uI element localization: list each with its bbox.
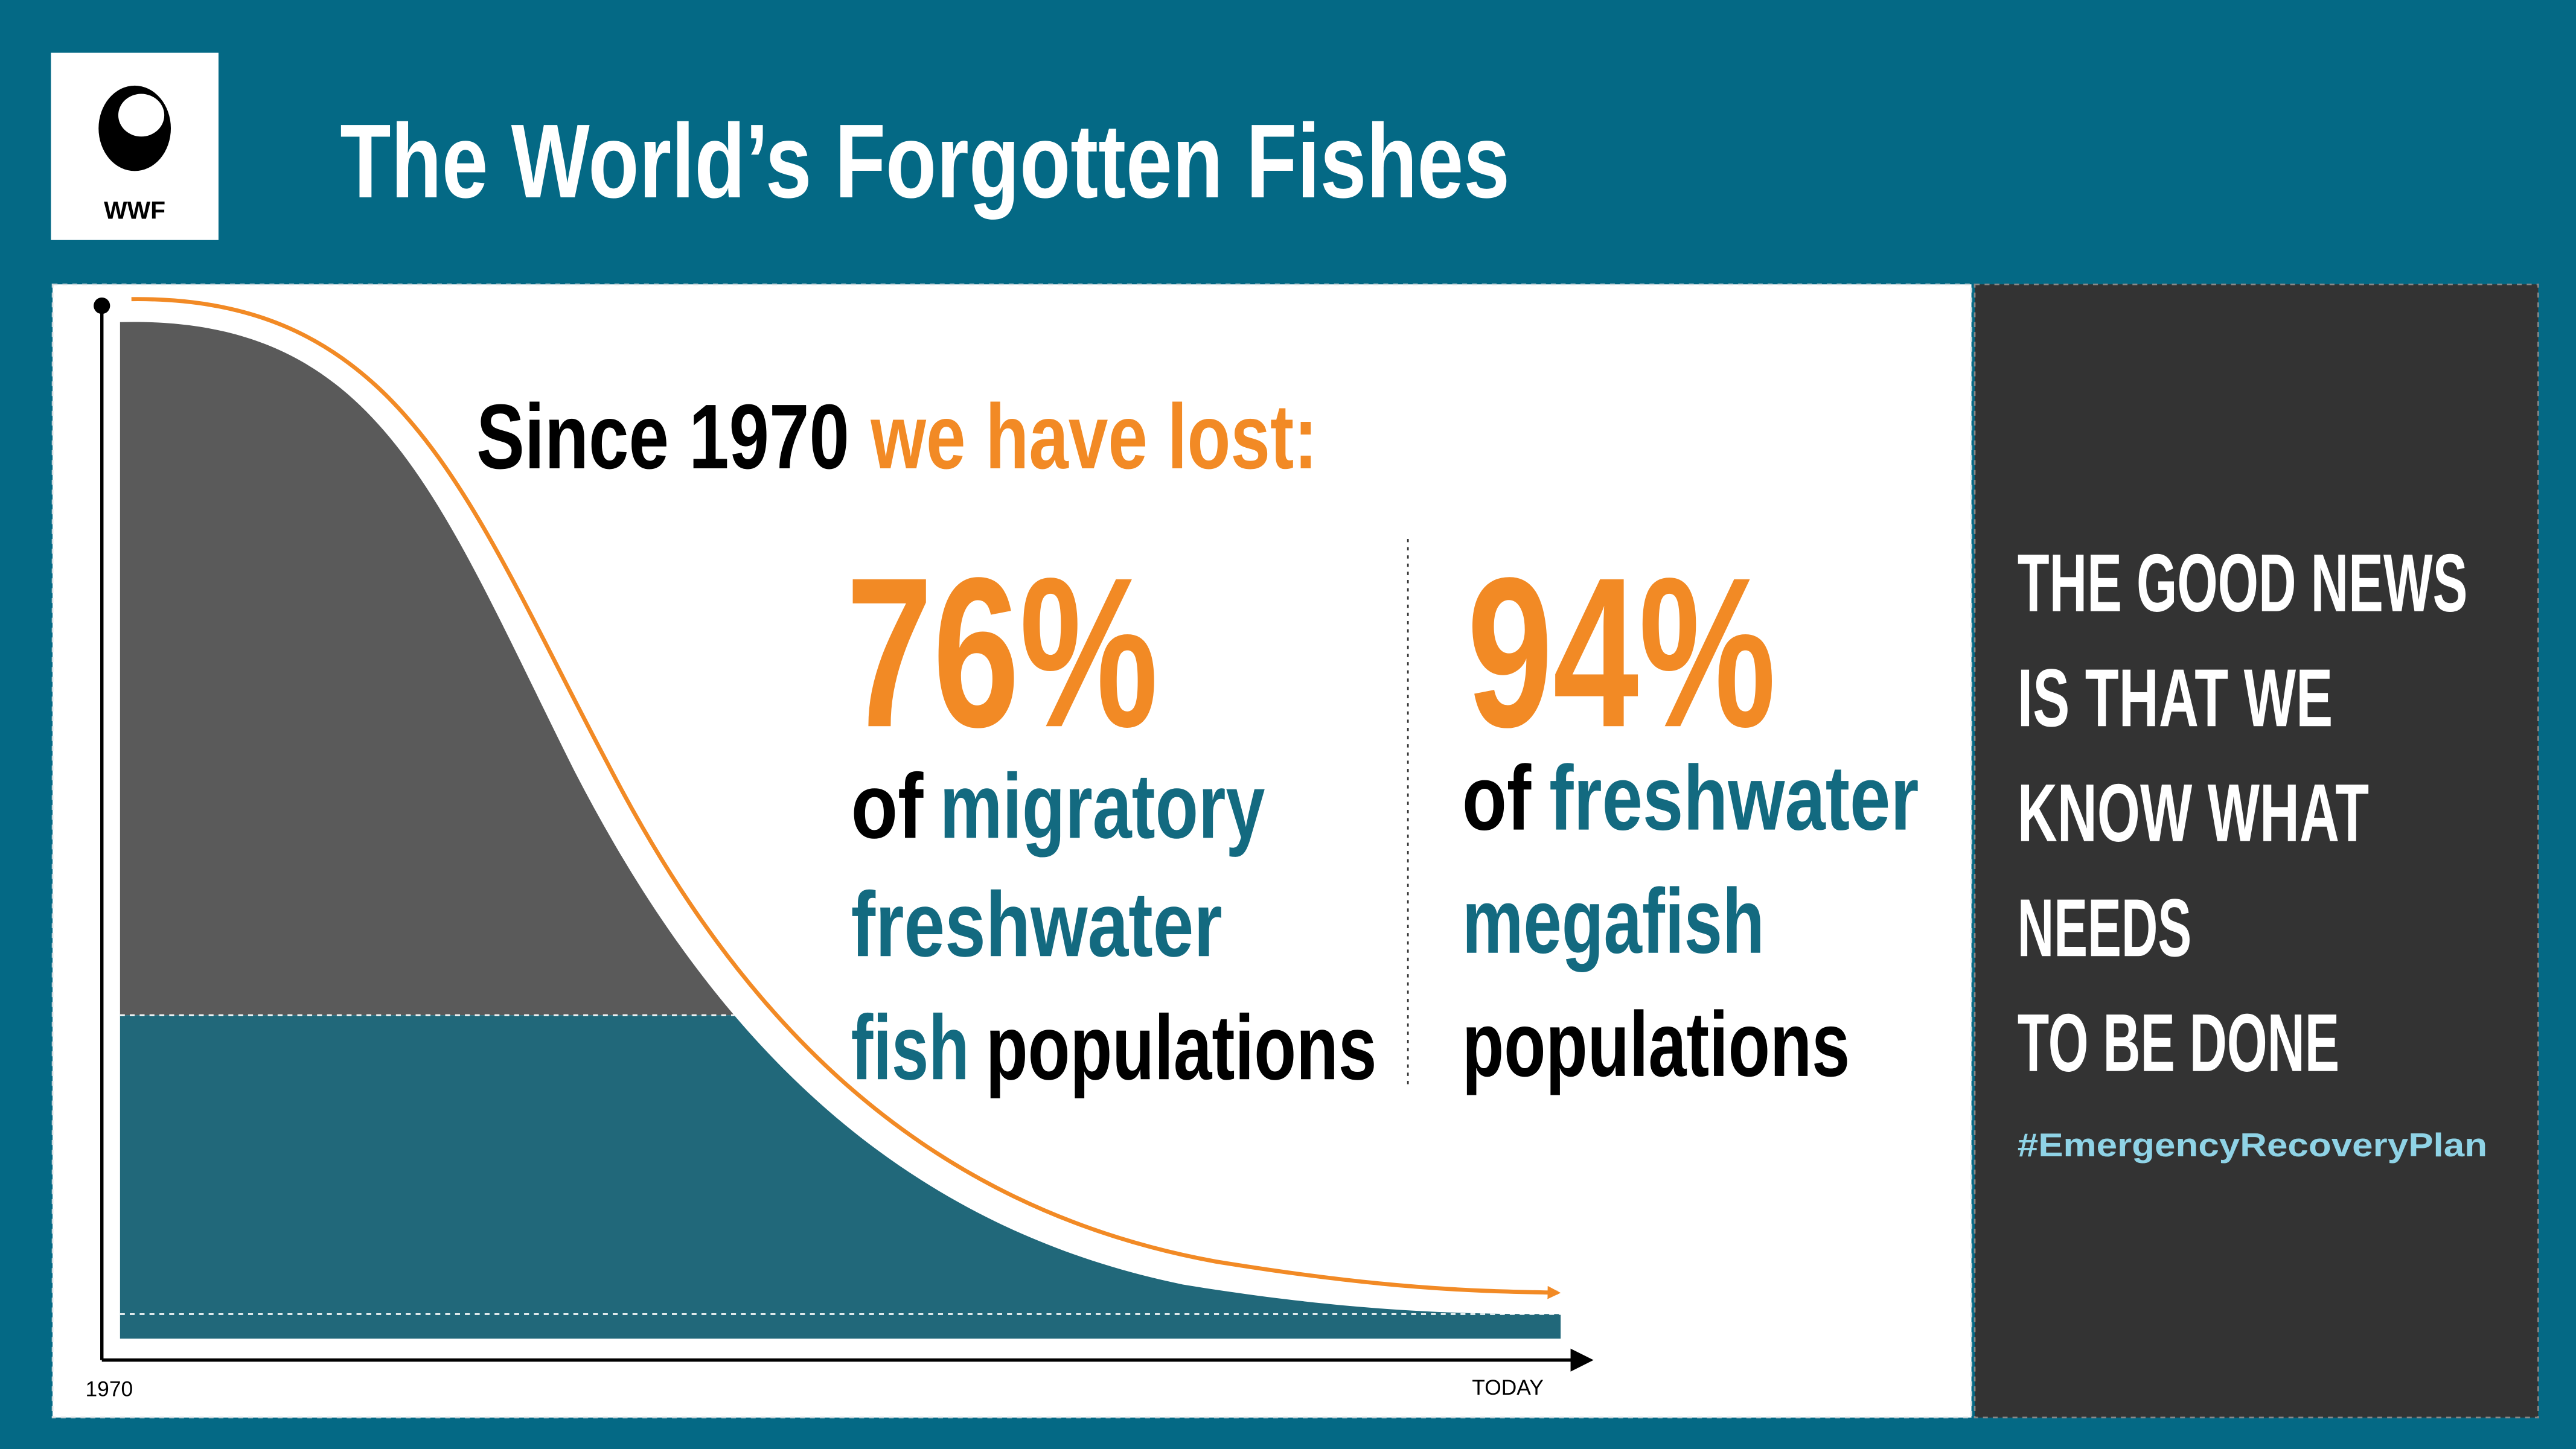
headline-lead: Since 1970	[476, 386, 849, 488]
stat-text: megafish	[1462, 870, 1765, 973]
stat-text: of	[851, 755, 924, 858]
stat-percent: 76%	[846, 533, 1158, 771]
side-line: TO BE DONE	[2018, 997, 2339, 1089]
axis-dot	[94, 297, 110, 314]
stat-text: populations	[1462, 993, 1850, 1096]
headline-accent: we have lost:	[871, 386, 1318, 488]
trend-line	[131, 297, 1561, 1299]
axis-start: 1970	[86, 1378, 133, 1401]
side-line: NEEDS	[2018, 882, 2191, 973]
stat-text: populations	[986, 996, 1377, 1099]
axis-arrow	[1570, 1348, 1594, 1372]
stat-text: freshwater	[1549, 747, 1919, 850]
hashtag: #EmergencyRecoveryPlan	[2018, 1127, 2487, 1164]
stat-percent: 94%	[1467, 533, 1776, 771]
axis-end: TODAY	[1472, 1376, 1544, 1400]
stat-text: migratory	[940, 755, 1265, 858]
side-line: IS THAT WE	[2018, 652, 2333, 744]
logo-label: WWF	[104, 196, 165, 224]
stat-text: fish	[851, 996, 970, 1099]
stat-text: freshwater	[851, 873, 1222, 976]
title: The World’s Forgotten Fishes	[340, 102, 1510, 220]
logo: WWF	[51, 53, 219, 240]
side-panel	[1974, 283, 2539, 1419]
side-line: THE GOOD NEWS	[2018, 537, 2468, 629]
stat-text: of	[1462, 747, 1532, 850]
panda-face	[118, 94, 165, 137]
side-line: KNOW WHAT	[2018, 767, 2369, 859]
side-text: THE GOOD NEWS IS THAT WE KNOW WHAT NEEDS TO …	[2018, 537, 2468, 1089]
